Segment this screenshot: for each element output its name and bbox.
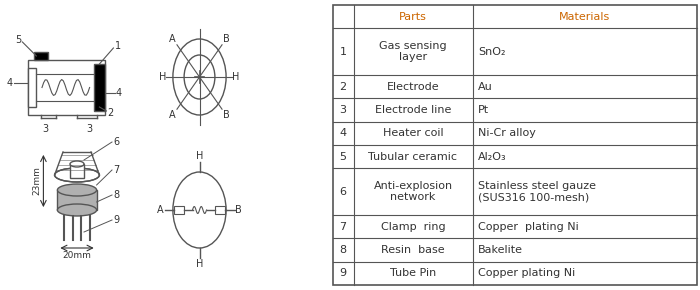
Text: 20mm: 20mm: [62, 251, 92, 260]
Ellipse shape: [57, 204, 97, 216]
Text: H: H: [196, 259, 203, 269]
Text: Copper plating Ni: Copper plating Ni: [478, 268, 575, 278]
Text: B: B: [223, 34, 230, 44]
Bar: [215, 206, 225, 214]
Text: Electrode line: Electrode line: [374, 105, 452, 115]
Text: A: A: [169, 34, 176, 44]
Text: Copper  plating Ni: Copper plating Ni: [478, 222, 579, 232]
Text: SnO₂: SnO₂: [478, 47, 505, 57]
Text: B: B: [235, 205, 242, 215]
Text: 23mm: 23mm: [32, 166, 41, 195]
Text: Bakelite: Bakelite: [478, 245, 523, 255]
Text: 7: 7: [340, 222, 346, 232]
Bar: [174, 206, 184, 214]
Ellipse shape: [70, 161, 84, 167]
Text: H: H: [232, 72, 239, 82]
Text: Heater coil: Heater coil: [383, 128, 443, 138]
Text: B: B: [223, 110, 230, 121]
Text: 3: 3: [87, 124, 92, 134]
Ellipse shape: [55, 168, 99, 182]
Text: Resin  base: Resin base: [382, 245, 444, 255]
Bar: [57, 190, 97, 210]
Text: Electrode: Electrode: [386, 82, 440, 92]
Text: 9: 9: [113, 215, 119, 225]
Text: 7: 7: [113, 165, 119, 175]
Text: 5: 5: [340, 152, 346, 162]
Text: A: A: [157, 205, 164, 215]
Text: 4: 4: [340, 128, 346, 138]
Text: Tube Pin: Tube Pin: [390, 268, 436, 278]
Text: 8: 8: [113, 190, 119, 200]
Text: 6: 6: [113, 137, 119, 147]
Text: Al₂O₃: Al₂O₃: [478, 152, 507, 162]
Ellipse shape: [57, 184, 97, 196]
Text: 4: 4: [7, 77, 13, 88]
Text: 1: 1: [115, 41, 120, 51]
Text: 2: 2: [340, 82, 346, 92]
Text: A: A: [169, 110, 176, 121]
Text: H: H: [196, 151, 203, 161]
Text: 4: 4: [116, 88, 122, 97]
Text: Au: Au: [478, 82, 493, 92]
Bar: [34, 52, 48, 60]
Text: H: H: [160, 72, 167, 82]
Text: 8: 8: [340, 245, 346, 255]
Text: 2: 2: [108, 108, 113, 118]
Text: Anti-explosion
network: Anti-explosion network: [373, 181, 453, 202]
Text: 3: 3: [43, 124, 48, 134]
Text: Tubular ceramic: Tubular ceramic: [368, 152, 458, 162]
Text: Materials: Materials: [559, 12, 610, 22]
Text: Gas sensing
layer: Gas sensing layer: [379, 41, 447, 62]
Text: 9: 9: [340, 268, 346, 278]
Text: Parts: Parts: [399, 12, 427, 22]
Text: Ni-Cr alloy: Ni-Cr alloy: [478, 128, 536, 138]
Bar: [94, 64, 105, 111]
Text: 1: 1: [340, 47, 346, 57]
Text: Pt: Pt: [478, 105, 489, 115]
Text: 5: 5: [15, 35, 21, 45]
Text: Clamp  ring: Clamp ring: [381, 222, 445, 232]
Bar: [28, 60, 105, 115]
Text: 6: 6: [340, 187, 346, 197]
Bar: [28, 68, 36, 107]
Text: 3: 3: [340, 105, 346, 115]
Bar: [70, 164, 84, 178]
Text: Stainless steel gauze
(SUS316 100-mesh): Stainless steel gauze (SUS316 100-mesh): [478, 181, 596, 202]
